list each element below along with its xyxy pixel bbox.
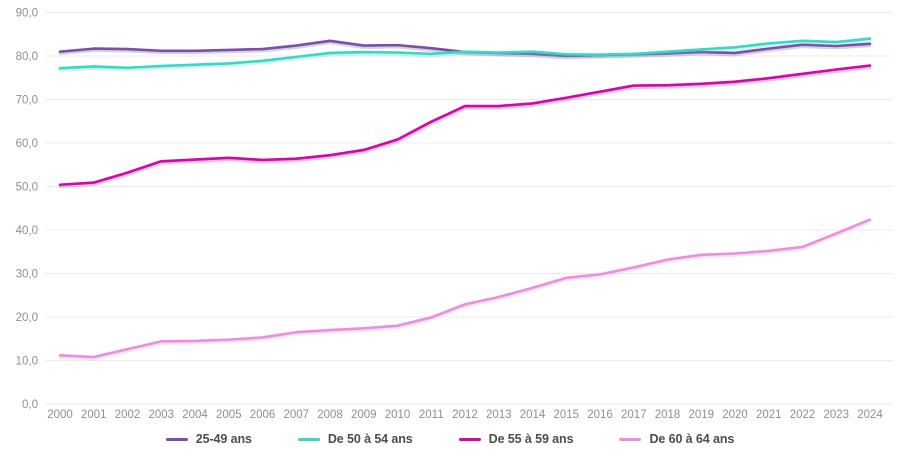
x-axis-tick-label: 2021 (756, 409, 782, 421)
x-axis-tick-label: 2022 (790, 409, 816, 421)
series-line-shadow (58, 38, 872, 72)
legend-swatch-icon (458, 437, 481, 441)
x-axis-tick-label: 2023 (823, 409, 849, 421)
x-axis-tick-label: 2011 (419, 409, 444, 421)
legend-label: De 60 à 64 ans (649, 432, 735, 446)
series-de-60-a-64-ans (58, 218, 872, 361)
legend-swatch-icon (297, 437, 320, 441)
y-axis-tick-label: 20,0 (16, 312, 38, 324)
x-axis-tick-label: 2000 (47, 409, 73, 421)
x-axis-tick-label: 2018 (655, 409, 681, 421)
y-axis-tick-labels: 0,0 10,0 20,0 30,0 40,0 50,0 60,0 70,0 80,0 90,0 (16, 8, 38, 412)
x-axis-tick-label: 2013 (486, 409, 512, 421)
legend-item-de-60-a-64-ans[interactable]: De 60 à 64 ans (619, 432, 734, 446)
series-line-de-50-a-54-ans (58, 37, 872, 70)
legend-label: De 50 à 54 ans (327, 432, 413, 446)
legend-swatch-icon (165, 437, 188, 441)
y-axis-tick-label: 30,0 (16, 269, 38, 281)
x-axis-tick-label: 2024 (857, 409, 883, 421)
x-axis-tick-label: 2003 (148, 409, 174, 421)
series-line-de-60-a-64-ans (58, 218, 872, 359)
legend-label: 25-49 ans (195, 432, 252, 446)
series-line-de-55-a-59-ans (58, 64, 872, 187)
series-de-55-a-59-ans (58, 64, 872, 189)
gridlines (45, 12, 893, 405)
legend-label: De 55 à 59 ans (488, 432, 574, 446)
legend-item-25-49-ans[interactable]: 25-49 ans (165, 432, 252, 446)
series-de-50-a-54-ans (58, 37, 872, 72)
legend-item-de-55-a-59-ans[interactable]: De 55 à 59 ans (458, 432, 574, 446)
y-axis-tick-label: 90,0 (16, 8, 38, 20)
x-axis-tick-label: 2016 (587, 409, 613, 421)
y-axis-tick-label: 70,0 (16, 95, 38, 107)
x-axis-tick-label: 2007 (283, 409, 309, 421)
y-axis-tick-label: 10,0 (16, 356, 38, 368)
y-axis-tick-label: 50,0 (16, 182, 38, 194)
x-axis-tick-label: 2012 (452, 409, 478, 421)
x-axis-tick-label: 2002 (115, 409, 141, 421)
legend-item-de-50-a-54-ans[interactable]: De 50 à 54 ans (297, 432, 413, 446)
x-axis-tick-label: 2010 (385, 409, 411, 421)
x-axis-tick-label: 2019 (688, 409, 714, 421)
series-line-shadow (58, 219, 872, 361)
series-line-shadow (58, 40, 872, 60)
y-axis-tick-label: 40,0 (16, 225, 38, 237)
x-axis-tick-label: 2015 (553, 409, 579, 421)
x-axis-tick-label: 2009 (351, 409, 377, 421)
x-axis-tick-label: 2014 (520, 409, 546, 421)
x-axis-tick-label: 2005 (216, 409, 242, 421)
x-axis-tick-label: 2006 (250, 409, 276, 421)
x-axis-tick-label: 2008 (317, 409, 343, 421)
x-axis-tick-label: 2004 (182, 409, 208, 421)
x-axis-tick-label: 2020 (722, 409, 748, 421)
chart-legend: 25-49 ans De 50 à 54 ans De 55 à 59 ans De … (0, 432, 900, 446)
x-axis-tick-label: 2017 (621, 409, 647, 421)
y-axis-tick-label: 80,0 (16, 51, 38, 63)
series-25-49-ans (58, 39, 872, 60)
y-axis-tick-label: 0,0 (22, 399, 38, 411)
legend-swatch-icon (619, 437, 642, 441)
line-chart-plot-area: 0,0 10,0 20,0 30,0 40,0 50,0 60,0 70,0 80,0 90,0 2… (16, 8, 893, 421)
x-axis-tick-labels: 2000 2001 2002 2003 2004 2005 2006 2007 2008 2009… (47, 409, 883, 421)
series-line-shadow (58, 65, 872, 189)
x-axis-tick-label: 2001 (81, 409, 107, 421)
y-axis-tick-label: 60,0 (16, 138, 38, 150)
